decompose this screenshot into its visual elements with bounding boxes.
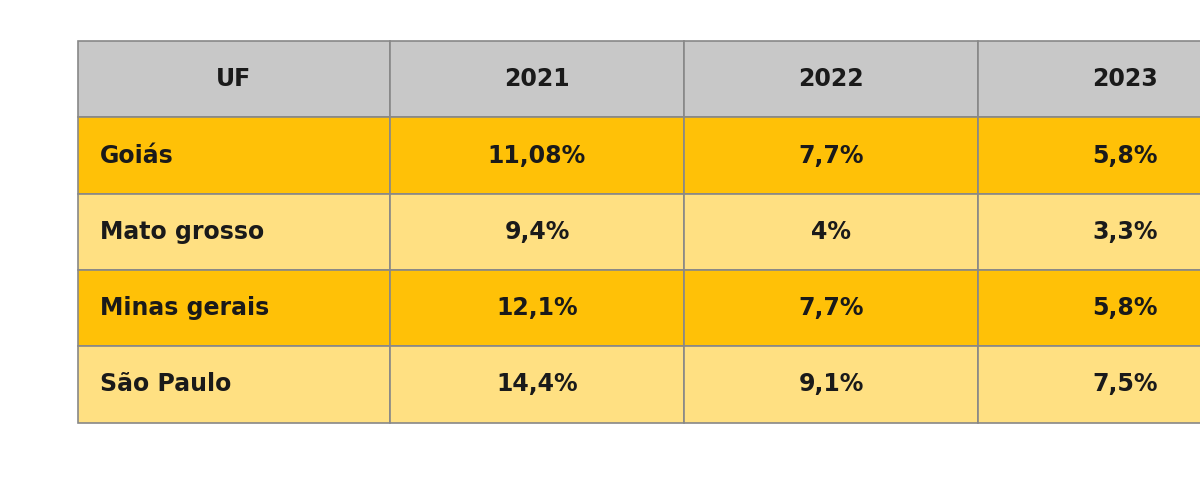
Text: 7,7%: 7,7% [798, 296, 864, 320]
Text: 11,08%: 11,08% [488, 143, 586, 168]
Text: Goiás: Goiás [100, 143, 173, 168]
Bar [684, 117, 978, 194]
Text: Mato grosso: Mato grosso [100, 220, 264, 244]
Text: UF: UF [216, 67, 252, 91]
Text: 5,8%: 5,8% [1092, 296, 1158, 320]
Text: 2021: 2021 [504, 67, 570, 91]
Bar [78, 117, 390, 194]
Text: 2022: 2022 [798, 67, 864, 91]
Bar [390, 117, 684, 194]
Text: 12,1%: 12,1% [496, 296, 578, 320]
Bar [78, 41, 390, 117]
Bar [684, 270, 978, 346]
Bar [78, 270, 390, 346]
Bar [978, 41, 1200, 117]
Bar [684, 346, 978, 423]
Bar [78, 346, 390, 423]
Bar [390, 270, 684, 346]
Bar [978, 270, 1200, 346]
Bar [684, 194, 978, 270]
Bar [78, 194, 390, 270]
Bar [684, 41, 978, 117]
Text: Minas gerais: Minas gerais [100, 296, 269, 320]
Bar [978, 117, 1200, 194]
Text: 7,7%: 7,7% [798, 143, 864, 168]
Text: 2023: 2023 [1092, 67, 1158, 91]
Text: 9,1%: 9,1% [798, 372, 864, 397]
Text: 9,4%: 9,4% [504, 220, 570, 244]
Bar [390, 346, 684, 423]
Bar [390, 194, 684, 270]
Text: São Paulo: São Paulo [100, 372, 230, 397]
Bar [390, 41, 684, 117]
Text: 5,8%: 5,8% [1092, 143, 1158, 168]
Text: 7,5%: 7,5% [1092, 372, 1158, 397]
Text: 14,4%: 14,4% [496, 372, 578, 397]
Bar [978, 346, 1200, 423]
Bar [978, 194, 1200, 270]
Text: 4%: 4% [811, 220, 851, 244]
Text: 3,3%: 3,3% [1092, 220, 1158, 244]
